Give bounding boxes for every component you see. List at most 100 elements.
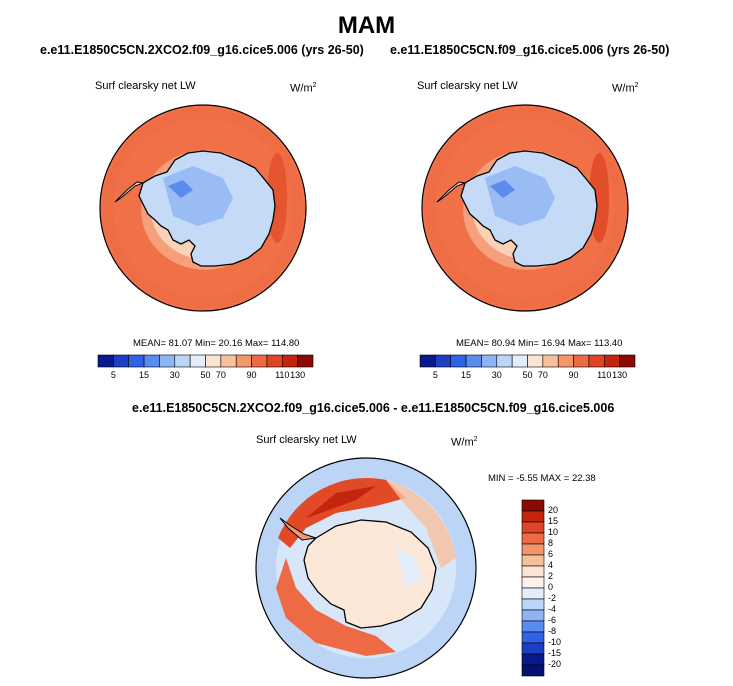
colorbar1-swatch — [496, 354, 513, 368]
colorbar1-swatch — [588, 354, 605, 368]
colorbar0-swatch — [174, 354, 191, 368]
colorbar-tick-label: 0 — [548, 582, 554, 592]
colorbar-tick-label: -15 — [548, 648, 562, 658]
map1-coastline — [460, 150, 598, 267]
colorbar-tick-label: 50 — [200, 370, 211, 380]
colorbar2-swatch — [521, 543, 545, 556]
colorbar2-swatch — [521, 532, 545, 545]
colorbar-tick-label: 8 — [548, 538, 554, 548]
colorbar-tick-label: -10 — [548, 637, 562, 647]
map2-warming-peak — [306, 486, 376, 518]
colorbar0-swatch — [97, 354, 114, 368]
map0-coastline — [138, 150, 276, 267]
colorbar0-swatch — [128, 354, 145, 368]
map0-shelf-band — [150, 156, 264, 260]
map2-coastline — [303, 519, 437, 629]
colorbar-tick-label: 130 — [290, 370, 306, 380]
colorbar-tick-label: 4 — [548, 560, 554, 570]
colorbar-tick-label: -8 — [548, 626, 557, 636]
map2-peninsula — [279, 517, 317, 541]
colorbar0-swatch — [235, 354, 252, 368]
colorbar2-swatch — [521, 609, 545, 622]
colorbar0-swatch — [159, 354, 176, 368]
colorbar-tick-label: 15 — [461, 370, 472, 380]
diff-title: e.e11.E1850C5CN.2XCO2.f09_g16.cice5.006 … — [132, 401, 615, 415]
map2-ocean-field — [256, 458, 476, 678]
map0-ocean-field — [100, 105, 306, 311]
colorbar2-swatch — [521, 620, 545, 633]
colorbar-tick-label: 90 — [568, 370, 579, 380]
colorbar-tick-label: -20 — [548, 659, 562, 669]
colorbar1-swatch — [465, 354, 482, 368]
colorbar0-swatch — [297, 354, 314, 368]
map0-interior-min — [168, 180, 193, 198]
colorbar-tick-label: 30 — [491, 370, 502, 380]
colorbar1-swatch — [542, 354, 559, 368]
map2-border — [255, 457, 477, 679]
colorbar-tick-label: -2 — [548, 593, 557, 603]
panel-right-title: e.e11.E1850C5CN.f09_g16.cice5.006 (yrs 2… — [390, 43, 670, 57]
colorbar1-swatch — [619, 354, 636, 368]
map1-peninsula — [436, 181, 467, 203]
panel-right-variable: Surf clearsky net LW — [417, 80, 518, 92]
colorbar1-swatch — [573, 354, 590, 368]
map0-outer-band — [103, 108, 303, 308]
colorbar2-swatch — [521, 664, 545, 677]
panel-left-stats: MEAN= 81.07 Min= 20.16 Max= 114.80 — [133, 338, 300, 349]
colorbar-tick-label: 5 — [110, 370, 116, 380]
colorbar2-swatch — [521, 653, 545, 666]
colorbar0-swatch — [113, 354, 130, 368]
map2-warming-east — [386, 480, 456, 568]
colorbar1-swatch — [450, 354, 467, 368]
diff-variable: Surf clearsky net LW — [256, 434, 357, 446]
diff-minmax: MIN = -5.55 MAX = 22.38 — [488, 473, 596, 484]
colorbar2-swatch — [521, 510, 545, 523]
panel-right-units: W/m2 — [612, 82, 639, 95]
map2-inner-ring — [275, 477, 457, 659]
panel-right-stats: MEAN= 80.94 Min= 16.94 Max= 113.40 — [456, 338, 623, 349]
colorbar2-swatch — [521, 598, 545, 611]
map1-ocean-field — [422, 105, 628, 311]
colorbar2-swatch — [521, 521, 545, 534]
map2-warming-north — [278, 477, 406, 548]
colorbar2-swatch — [521, 642, 545, 655]
colorbar-tick-label: 50 — [522, 370, 533, 380]
colorbar2-swatch — [521, 565, 545, 578]
map1-interior-min — [490, 180, 515, 198]
map0-east-streak — [267, 153, 288, 243]
panel-left-units: W/m2 — [290, 82, 317, 95]
colorbar0-swatch — [220, 354, 237, 368]
colorbar-tick-label: -4 — [548, 604, 557, 614]
map2-warming-west — [276, 558, 396, 656]
colorbar0-swatch — [266, 354, 283, 368]
colorbar1-swatch — [435, 354, 452, 368]
colorbar1-swatch — [557, 354, 574, 368]
colorbar0-swatch — [189, 354, 206, 368]
panel-left-variable: Surf clearsky net LW — [95, 80, 196, 92]
colorbar2-swatch — [521, 587, 545, 600]
map0-interior-low — [163, 166, 233, 226]
map1-east-streak — [589, 153, 610, 243]
map0-coastal-band — [141, 150, 269, 270]
colorbar-tick-label: 15 — [548, 516, 559, 526]
colorbar1-swatch — [481, 354, 498, 368]
colorbar-tick-label: 6 — [548, 549, 554, 559]
map1-continent-fill — [461, 151, 597, 266]
colorbar0-swatch — [251, 354, 268, 368]
colorbar1-swatch — [419, 354, 436, 368]
colorbar-tick-label: -6 — [548, 615, 557, 625]
colorbar-tick-label: 70 — [215, 370, 226, 380]
map0-peninsula — [114, 181, 145, 203]
colorbar-tick-label: 130 — [612, 370, 628, 380]
map1-interior-low — [485, 166, 555, 226]
map1-coastal-band — [463, 150, 591, 270]
colorbar1-swatch — [603, 354, 620, 368]
colorbar-tick-label: 10 — [548, 527, 559, 537]
colorbar-tick-label: 110 — [597, 370, 612, 380]
colorbar2-swatch — [521, 554, 545, 567]
colorbar2-swatch — [521, 499, 545, 512]
panel-left-title: e.e11.E1850C5CN.2XCO2.f09_g16.cice5.006 … — [40, 43, 364, 57]
colorbar-tick-label: 110 — [275, 370, 290, 380]
colorbar-tick-label: 90 — [246, 370, 257, 380]
